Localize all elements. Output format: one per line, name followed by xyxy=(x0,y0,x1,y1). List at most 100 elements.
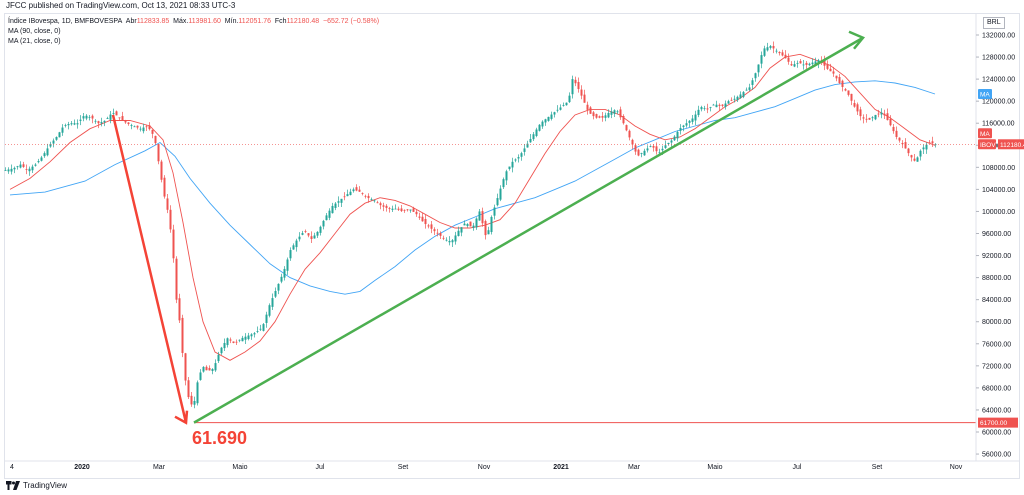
legend-fch-label: Fch xyxy=(274,18,287,25)
candle-body xyxy=(334,203,337,208)
candle-body xyxy=(139,128,142,130)
candle-body xyxy=(805,62,808,65)
horizontal-levels xyxy=(5,143,976,424)
candle-body xyxy=(319,226,322,233)
candle-body xyxy=(166,198,169,210)
price-tick-label: 84000.00 xyxy=(982,297,1011,304)
candle-body xyxy=(763,48,766,56)
price-tick-label: 120000.00 xyxy=(982,99,1015,106)
candle-body xyxy=(187,380,190,398)
last-price-badge: 112180.48 xyxy=(1000,142,1024,149)
candle-body xyxy=(271,298,274,307)
candle-body xyxy=(574,79,577,84)
candle-body xyxy=(169,209,172,230)
candle-body xyxy=(814,61,817,65)
candle-body xyxy=(730,99,733,101)
candle-body xyxy=(565,102,568,106)
candle-body xyxy=(427,225,430,227)
price-tick-label: 56000.00 xyxy=(982,452,1011,459)
candle-body xyxy=(292,245,295,250)
candle-body xyxy=(262,324,265,331)
candle-body xyxy=(673,136,676,141)
candle-body xyxy=(850,93,853,101)
candle-body xyxy=(487,230,490,235)
candle-body xyxy=(394,208,397,210)
candle-body xyxy=(154,135,157,144)
candle-body xyxy=(622,116,625,124)
candle-body xyxy=(769,46,772,48)
candle-body xyxy=(469,221,472,227)
candle-body xyxy=(496,198,499,206)
candle-body xyxy=(886,113,889,121)
candle-body xyxy=(799,61,802,64)
candle-body xyxy=(832,71,835,74)
ma90-path xyxy=(9,80,936,295)
candle-body xyxy=(34,164,37,166)
candle-body xyxy=(742,92,745,97)
candle-body xyxy=(352,189,355,192)
candle-body xyxy=(85,115,88,119)
candle-body xyxy=(247,335,250,340)
candle-body xyxy=(355,187,358,191)
candle-body xyxy=(64,125,67,126)
candle-body xyxy=(307,233,310,236)
down-trendline[interactable] xyxy=(111,114,188,423)
candle-body xyxy=(250,334,253,337)
candle-body xyxy=(700,107,703,110)
legend-change: −652.72 (−0.58%) xyxy=(323,18,380,25)
legend-min-value: 112051.76 xyxy=(238,18,271,25)
candle-body xyxy=(430,224,433,229)
candle-body xyxy=(643,150,646,156)
candle-body xyxy=(523,148,526,152)
candles xyxy=(4,41,937,409)
legend-ma21[interactable]: MA (21, close, 0) xyxy=(8,38,61,45)
candle-body xyxy=(424,218,427,225)
candle-body xyxy=(601,115,604,118)
candle-body xyxy=(562,105,565,106)
candle-body xyxy=(190,395,193,405)
candle-body xyxy=(325,215,328,221)
price-axis[interactable]: 132000.00 128000.00 124000.00 120000.00 1160… xyxy=(5,14,1019,462)
candle-body xyxy=(535,129,538,136)
candle-body xyxy=(436,232,439,234)
candle-body xyxy=(766,47,769,51)
candle-body xyxy=(388,208,391,209)
ma21-badge: MA xyxy=(980,131,990,138)
price-tick-label: 64000.00 xyxy=(982,407,1011,414)
candle-body xyxy=(403,209,406,211)
candle-body xyxy=(589,107,592,114)
candle-body xyxy=(196,382,199,404)
candle-body xyxy=(628,130,631,138)
candle-body xyxy=(841,80,844,87)
candle-body xyxy=(367,195,370,199)
candle-body xyxy=(736,96,739,101)
candle-body xyxy=(658,152,661,154)
candle-body xyxy=(490,216,493,233)
time-tick-label: 4 xyxy=(10,464,14,471)
candle-body xyxy=(748,87,751,90)
candle-body xyxy=(541,121,544,127)
candle-body xyxy=(97,121,100,124)
currency-badge[interactable]: BRL xyxy=(983,17,1005,29)
candle-body xyxy=(70,123,73,125)
candle-body xyxy=(142,127,145,132)
candle-body xyxy=(295,240,298,248)
candle-body xyxy=(313,235,316,239)
candle-body xyxy=(559,107,562,110)
candle-body xyxy=(871,117,874,119)
legend-ma90[interactable]: MA (90, close, 0) xyxy=(8,28,61,35)
time-axis[interactable]: 4 2020 Mar Maio Jul Set Nov 2021 Mar Maio Jul Set No… xyxy=(10,464,963,471)
candle-body xyxy=(724,103,727,107)
candle-body xyxy=(418,216,421,218)
candle-body xyxy=(697,109,700,116)
trendlines xyxy=(111,30,866,425)
up-trendline[interactable] xyxy=(193,36,864,424)
candle-body xyxy=(637,149,640,156)
candle-body xyxy=(862,117,865,119)
footer: TradingView xyxy=(6,481,67,490)
candle-body xyxy=(178,298,181,321)
candle-body xyxy=(340,198,343,203)
candle-body xyxy=(532,134,535,140)
time-tick-label: 2021 xyxy=(553,464,569,471)
